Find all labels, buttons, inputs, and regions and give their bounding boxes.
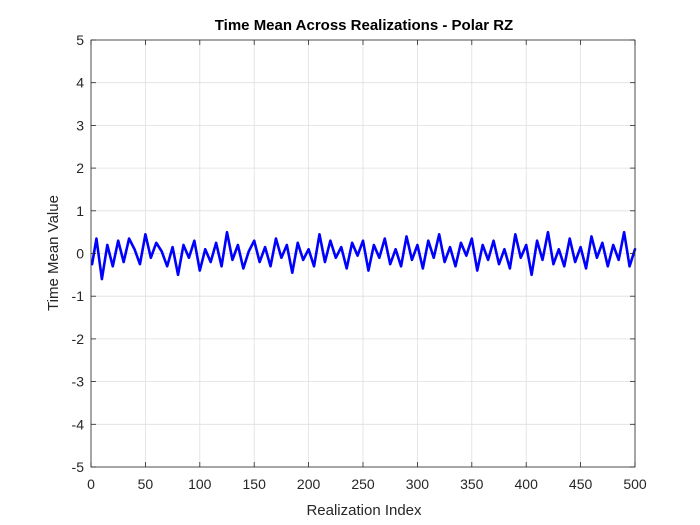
y-tick-label: -4 [72,416,85,432]
x-tick-label: 350 [460,476,484,492]
x-tick-label: 200 [297,476,321,492]
x-tick-label: 150 [243,476,267,492]
y-tick-label: 1 [76,203,84,219]
x-tick-labels: 0 50 100 150 200 250 300 350 400 450 500 [87,476,647,492]
y-tick-label: 2 [76,160,84,176]
x-axis-label: Realization Index [306,502,422,519]
x-tick-label: 450 [569,476,593,492]
y-tick-label: -5 [72,459,85,475]
y-tick-label: -1 [72,288,85,304]
y-axis-label: Time Mean Value [45,195,62,311]
y-tick-labels: -5 -4 -3 -2 -1 0 1 2 3 4 5 [72,32,85,475]
x-tick-label: 100 [188,476,212,492]
series-line-1 [90,230,637,281]
x-tick-label: 300 [406,476,430,492]
x-tick-label: 0 [87,476,95,492]
y-tick-label: -3 [72,374,85,390]
series-layer [90,230,637,281]
y-tick-label: 5 [76,32,84,48]
x-tick-label: 250 [351,476,375,492]
y-tick-label: 4 [76,75,84,91]
y-tick-label: 0 [76,246,84,262]
x-tick-label: 50 [138,476,154,492]
x-tick-label: 500 [623,476,647,492]
y-tick-label: 3 [76,117,84,133]
tick-marks [90,39,636,468]
y-tick-label: -2 [72,331,85,347]
chart-title: Time Mean Across Realizations - Polar RZ [215,17,513,34]
x-tick-label: 400 [515,476,539,492]
